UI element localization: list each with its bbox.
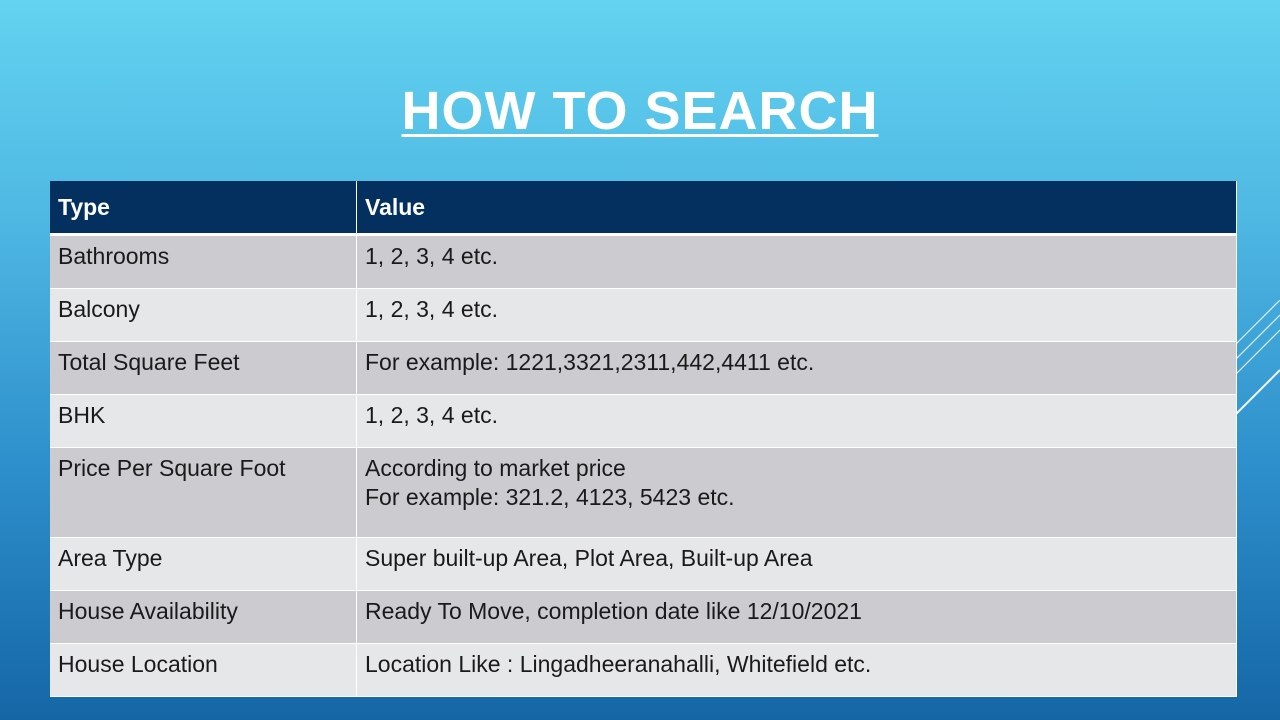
value-cell: Ready To Move, completion date like 12/1… [356, 590, 1237, 644]
value-cell: 1, 2, 3, 4 etc. [356, 394, 1237, 448]
value-cell: Super built-up Area, Plot Area, Built-up… [356, 537, 1237, 591]
value-text: Location Like : Lingadheeranahalli, Whit… [365, 651, 872, 677]
type-cell: BHK [50, 394, 357, 448]
slide-title: HOW TO SEARCH [401, 81, 879, 141]
value-text: For example: 1221,3321,2311,442,4411 etc… [365, 349, 815, 375]
type-cell: House Location [50, 643, 357, 697]
table-header-row: Type Value [50, 181, 1237, 236]
header-value: Value [356, 181, 1237, 236]
value-cell: Location Like : Lingadheeranahalli, Whit… [356, 643, 1237, 697]
value-text: According to market price [365, 455, 626, 481]
table-row: BHK 1, 2, 3, 4 etc. [50, 394, 1237, 448]
value-text: 1, 2, 3, 4 etc. [365, 402, 498, 428]
table-row: House Location Location Like : Lingadhee… [50, 643, 1237, 697]
value-cell: 1, 2, 3, 4 etc. [356, 288, 1237, 342]
table-row: Price Per Square Foot According to marke… [50, 447, 1237, 538]
table-row: Bathrooms 1, 2, 3, 4 etc. [50, 234, 1237, 289]
type-cell: Balcony [50, 288, 357, 342]
value-text: 1, 2, 3, 4 etc. [365, 243, 498, 269]
table-row: Balcony 1, 2, 3, 4 etc. [50, 288, 1237, 342]
value-text: For example: 321.2, 4123, 5423 etc. [365, 484, 735, 510]
type-cell: Area Type [50, 537, 357, 591]
value-cell: For example: 1221,3321,2311,442,4411 etc… [356, 341, 1237, 395]
value-cell: According to market price For example: 3… [356, 447, 1237, 538]
header-type: Type [50, 181, 357, 236]
type-cell: Total Square Feet [50, 341, 357, 395]
type-cell: Bathrooms [50, 234, 357, 289]
table-row: Area Type Super built-up Area, Plot Area… [50, 537, 1237, 591]
value-text: Super built-up Area, Plot Area, Built-up… [365, 545, 813, 571]
search-criteria-table: Type Value Bathrooms 1, 2, 3, 4 etc. Bal… [50, 181, 1237, 697]
value-text: 1, 2, 3, 4 etc. [365, 296, 498, 322]
value-cell: 1, 2, 3, 4 etc. [356, 234, 1237, 289]
type-cell: Price Per Square Foot [50, 447, 357, 538]
type-cell: House Availability [50, 590, 357, 644]
table-row: House Availability Ready To Move, comple… [50, 590, 1237, 644]
value-text: Ready To Move, completion date like 12/1… [365, 598, 862, 624]
table-row: Total Square Feet For example: 1221,3321… [50, 341, 1237, 395]
